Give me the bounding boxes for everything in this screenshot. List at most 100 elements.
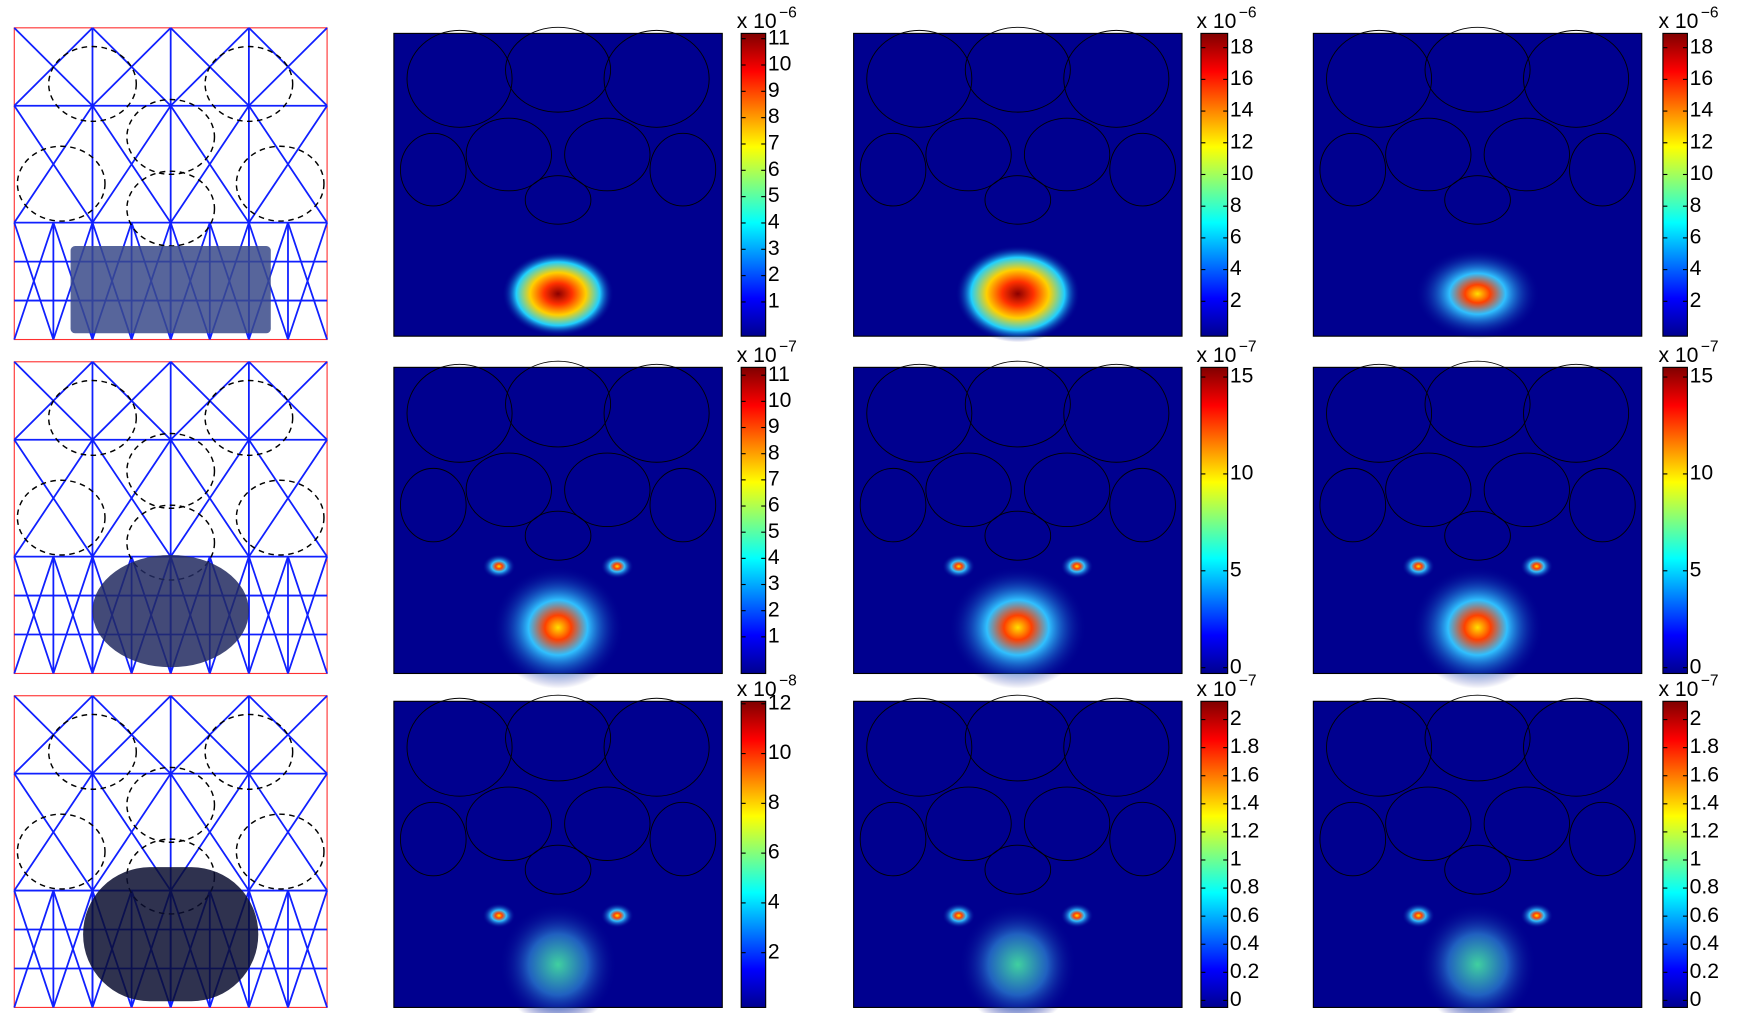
heat-map [394, 27, 722, 336]
heat-map [1313, 695, 1641, 1013]
hot-spot [492, 566, 623, 688]
colorbar: 24681012141618x 10−6 [1658, 4, 1718, 336]
colorbar-tick-label: 9 [768, 79, 780, 102]
colorbar-tick-label: 0 [1690, 655, 1702, 678]
figure: 1234567891011x 10−624681012141618x 10−62… [0, 0, 1754, 1013]
colorbar-exponent-power: −7 [1239, 338, 1257, 355]
colorbar-exponent-power: −7 [1701, 672, 1719, 689]
colorbar-tick-label: 1.6 [1230, 763, 1259, 786]
side-spot [601, 903, 634, 927]
colorbar-tick-label: 15 [1690, 365, 1714, 388]
colorbar-tick-label: 8 [768, 791, 780, 814]
colorbar-tick-label: 1.2 [1230, 819, 1259, 842]
colorbar: 24681012141618x 10−6 [1196, 4, 1256, 336]
colorbar-tick-label: 7 [768, 132, 780, 155]
colorbar-tick-label: 4 [1230, 257, 1242, 280]
hot-spot [502, 251, 614, 336]
side-spot [483, 903, 516, 927]
colorbar-tick-label: 1.6 [1690, 763, 1719, 786]
heat-map [854, 27, 1182, 342]
colorbar-tick-label: 16 [1690, 67, 1714, 90]
colorbar-tick-label: 6 [1690, 225, 1702, 248]
refined-region [71, 246, 271, 333]
colorbar-tick-label: 0.6 [1690, 904, 1719, 927]
heat-map [854, 361, 1182, 689]
colorbar-tick-label: 1.2 [1690, 819, 1719, 842]
mesh-panel [14, 28, 327, 340]
side-spot [942, 903, 975, 927]
mesh-panel [14, 696, 327, 1008]
colorbar-tick-label: 1.8 [1230, 735, 1259, 758]
colorbar-tick-label: 3 [768, 237, 780, 260]
colorbar-tick-label: 10 [1230, 162, 1254, 185]
colorbar-tick-label: 10 [768, 741, 792, 764]
colorbar-exponent: x 10 [737, 10, 777, 33]
colorbar-tick-label: 0.4 [1690, 932, 1720, 955]
colorbar: 24681012x 10−8 [737, 672, 797, 1007]
colorbar-tick-label: 8 [1690, 194, 1702, 217]
colorbar-tick-label: 10 [768, 53, 792, 76]
colorbar-exponent: x 10 [1658, 678, 1698, 701]
colorbar-tick-label: 5 [1230, 558, 1242, 581]
colorbar-tick-label: 5 [768, 184, 780, 207]
colorbar-tick-label: 4 [768, 211, 780, 234]
colorbar-tick-label: 10 [768, 389, 792, 412]
colorbar-tick-label: 1 [768, 624, 780, 647]
colorbar-gradient [741, 367, 765, 673]
colorbar-tick-label: 6 [768, 494, 780, 517]
colorbar-tick-label: 14 [1230, 99, 1254, 122]
colorbar-tick-label: 14 [1690, 99, 1714, 122]
colorbar-exponent-power: −8 [779, 672, 797, 689]
colorbar-tick-label: 1.4 [1690, 791, 1720, 814]
side-spot [1061, 903, 1094, 927]
colorbar-tick-label: 12 [1230, 130, 1254, 153]
hot-spot [1415, 248, 1540, 339]
colorbar: 00.20.40.60.811.21.41.61.82x 10−7 [1658, 672, 1719, 1011]
colorbar-tick-label: 1 [1230, 848, 1242, 871]
colorbar-tick-label: 2 [768, 263, 780, 286]
colorbar-tick-label: 10 [1690, 462, 1714, 485]
colorbar-tick-label: 4 [768, 546, 780, 569]
colorbar-tick-label: 8 [768, 441, 780, 464]
colorbar: 00.20.40.60.811.21.41.61.82x 10−7 [1196, 672, 1259, 1011]
colorbar-tick-label: 2 [768, 598, 780, 621]
colorbar-tick-label: 0 [1230, 988, 1242, 1011]
colorbar-tick-label: 5 [1690, 558, 1702, 581]
side-spot [1520, 554, 1553, 578]
side-spot [483, 554, 516, 578]
colorbar-tick-label: 5 [768, 520, 780, 543]
side-spot [1402, 554, 1435, 578]
hot-spot [1412, 566, 1543, 688]
heat-map [394, 361, 722, 689]
colorbar-tick-label: 16 [1230, 67, 1254, 90]
colorbar-tick-label: 1 [1690, 848, 1702, 871]
colorbar-gradient [1663, 367, 1687, 673]
hot-spot [955, 245, 1080, 342]
heat-map [854, 695, 1182, 1013]
colorbar-tick-label: 1.8 [1690, 735, 1719, 758]
colorbar-tick-label: 2 [1230, 707, 1242, 730]
colorbar-tick-label: 8 [1230, 194, 1242, 217]
colorbar-gradient [1201, 367, 1228, 673]
colorbar-tick-label: 3 [768, 572, 780, 595]
page: 1234567891011x 10−624681012141618x 10−62… [0, 0, 1754, 1013]
colorbar-tick-label: 4 [768, 890, 780, 913]
side-spot [1402, 903, 1435, 927]
heat-map [1313, 27, 1641, 339]
colorbar-exponent: x 10 [1658, 344, 1698, 367]
colorbar-tick-label: 10 [1690, 162, 1714, 185]
colorbar-tick-label: 18 [1690, 35, 1714, 58]
colorbar-tick-label: 1 [768, 290, 780, 313]
mesh-panel [14, 362, 327, 674]
colorbar-tick-label: 0.2 [1690, 960, 1719, 983]
colorbar-tick-label: 4 [1690, 257, 1702, 280]
colorbar-tick-label: 0.2 [1230, 960, 1259, 983]
colorbar-tick-label: 6 [768, 841, 780, 864]
colorbar-tick-label: 0.4 [1230, 932, 1260, 955]
colorbar-tick-label: 6 [768, 158, 780, 181]
colorbar-exponent: x 10 [737, 344, 777, 367]
colorbar-tick-label: 7 [768, 467, 780, 490]
colorbar-tick-label: 0 [1690, 988, 1702, 1011]
